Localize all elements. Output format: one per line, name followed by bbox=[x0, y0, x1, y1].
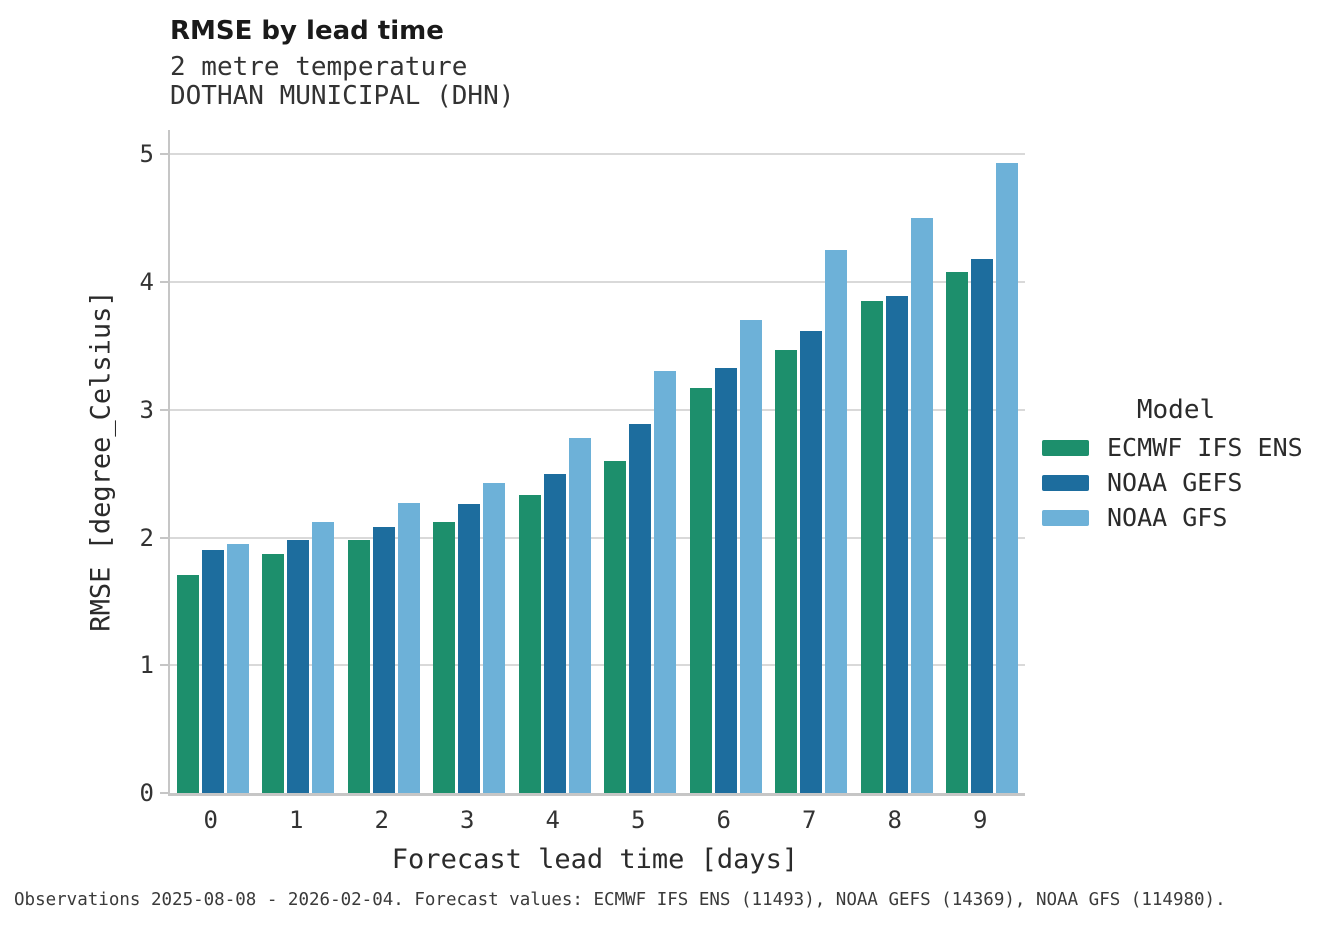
x-tick-label-6: 6 bbox=[716, 806, 731, 834]
legend-entry-noaa-gefs: NOAA GEFS bbox=[1042, 465, 1310, 500]
x-axis-title: Forecast lead time [days] bbox=[391, 844, 799, 875]
y-axis-title: RMSE [degree_Celsius] bbox=[85, 290, 117, 632]
chart-subtitle-station: DOTHAN MUNICIPAL (DHN) bbox=[170, 81, 515, 111]
legend-swatch-icon bbox=[1042, 439, 1089, 456]
legend-entry-ecmwf-ifs-ens: ECMWF IFS ENS bbox=[1042, 430, 1310, 465]
gridline-y-5 bbox=[170, 153, 1025, 156]
bar-noaa-gefs-lead-4 bbox=[543, 474, 566, 793]
y-tick-label-0: 0 bbox=[139, 779, 154, 807]
legend-label: ECMWF IFS ENS bbox=[1107, 433, 1303, 462]
bar-noaa-gefs-lead-6 bbox=[714, 368, 737, 793]
bar-ecmwf-ifs-ens-lead-6 bbox=[689, 388, 712, 793]
bar-ecmwf-ifs-ens-lead-8 bbox=[860, 301, 883, 793]
bar-noaa-gefs-lead-1 bbox=[287, 540, 310, 793]
bar-noaa-gfs-lead-4 bbox=[568, 438, 591, 793]
x-tick-label-7: 7 bbox=[802, 806, 817, 834]
chart-header: RMSE by lead time 2 metre temperature DO… bbox=[170, 16, 514, 111]
legend: Model ECMWF IFS ENS NOAA GEFS NOAA GFS bbox=[1042, 394, 1310, 535]
bar-noaa-gefs-lead-9 bbox=[971, 259, 994, 793]
x-tick-label-2: 2 bbox=[374, 806, 389, 834]
footnote: Observations 2025-08-08 - 2026-02-04. Fo… bbox=[14, 890, 1226, 910]
bar-ecmwf-ifs-ens-lead-7 bbox=[775, 350, 798, 793]
bar-noaa-gfs-lead-0 bbox=[226, 544, 249, 793]
legend-label: NOAA GFS bbox=[1107, 503, 1228, 532]
bar-noaa-gefs-lead-7 bbox=[800, 331, 823, 793]
y-tick-mark-1 bbox=[160, 664, 168, 667]
bar-noaa-gefs-lead-2 bbox=[372, 527, 395, 793]
bar-ecmwf-ifs-ens-lead-1 bbox=[262, 554, 285, 793]
legend-label: NOAA GEFS bbox=[1107, 468, 1243, 497]
bar-noaa-gfs-lead-2 bbox=[397, 503, 420, 793]
bar-noaa-gfs-lead-3 bbox=[483, 483, 506, 793]
bar-ecmwf-ifs-ens-lead-9 bbox=[946, 272, 969, 793]
legend-entries: ECMWF IFS ENS NOAA GEFS NOAA GFS bbox=[1042, 430, 1310, 535]
y-tick-label-4: 4 bbox=[139, 268, 154, 297]
y-tick-label-1: 1 bbox=[139, 651, 154, 680]
y-tick-label-3: 3 bbox=[139, 395, 154, 424]
y-tick-mark-3 bbox=[160, 408, 168, 411]
bar-ecmwf-ifs-ens-lead-3 bbox=[433, 522, 456, 793]
x-tick-label-5: 5 bbox=[631, 806, 646, 834]
x-tick-label-0: 0 bbox=[203, 806, 218, 834]
bar-ecmwf-ifs-ens-lead-5 bbox=[604, 461, 627, 793]
bar-noaa-gfs-lead-1 bbox=[312, 522, 335, 793]
y-tick-label-2: 2 bbox=[139, 523, 154, 552]
x-tick-label-4: 4 bbox=[545, 806, 560, 834]
bar-noaa-gefs-lead-8 bbox=[885, 296, 908, 793]
chart-title: RMSE by lead time bbox=[170, 16, 444, 46]
y-tick-label-5: 5 bbox=[139, 140, 154, 169]
legend-title: Model bbox=[1136, 395, 1216, 425]
x-tick-label-3: 3 bbox=[460, 806, 475, 834]
x-tick-label-1: 1 bbox=[289, 806, 304, 834]
bar-noaa-gfs-lead-8 bbox=[910, 218, 933, 793]
x-tick-label-9: 9 bbox=[973, 806, 988, 834]
y-tick-mark-5 bbox=[160, 153, 168, 156]
bar-ecmwf-ifs-ens-lead-0 bbox=[176, 575, 199, 793]
y-tick-mark-2 bbox=[160, 536, 168, 539]
gridline-y-3 bbox=[170, 408, 1025, 411]
y-tick-mark-0 bbox=[160, 792, 168, 794]
plot-area bbox=[168, 130, 1025, 796]
bar-ecmwf-ifs-ens-lead-2 bbox=[347, 540, 370, 793]
bar-ecmwf-ifs-ens-lead-4 bbox=[518, 495, 541, 793]
bar-noaa-gfs-lead-6 bbox=[739, 320, 762, 793]
bar-noaa-gfs-lead-5 bbox=[654, 371, 677, 793]
gridline-y-2 bbox=[170, 536, 1025, 539]
gridline-y-4 bbox=[170, 281, 1025, 284]
y-tick-mark-4 bbox=[160, 281, 168, 284]
bar-noaa-gefs-lead-3 bbox=[458, 504, 481, 793]
bar-noaa-gfs-lead-7 bbox=[825, 250, 848, 793]
x-tick-label-8: 8 bbox=[887, 806, 902, 834]
legend-swatch-icon bbox=[1042, 474, 1089, 491]
bar-noaa-gefs-lead-0 bbox=[201, 550, 224, 793]
gridline-y-1 bbox=[170, 664, 1025, 667]
legend-swatch-icon bbox=[1042, 509, 1089, 526]
bar-noaa-gefs-lead-5 bbox=[629, 424, 652, 793]
bar-noaa-gfs-lead-9 bbox=[996, 163, 1019, 793]
legend-entry-noaa-gfs: NOAA GFS bbox=[1042, 500, 1310, 535]
chart-subtitle-variable: 2 metre temperature bbox=[170, 52, 468, 82]
